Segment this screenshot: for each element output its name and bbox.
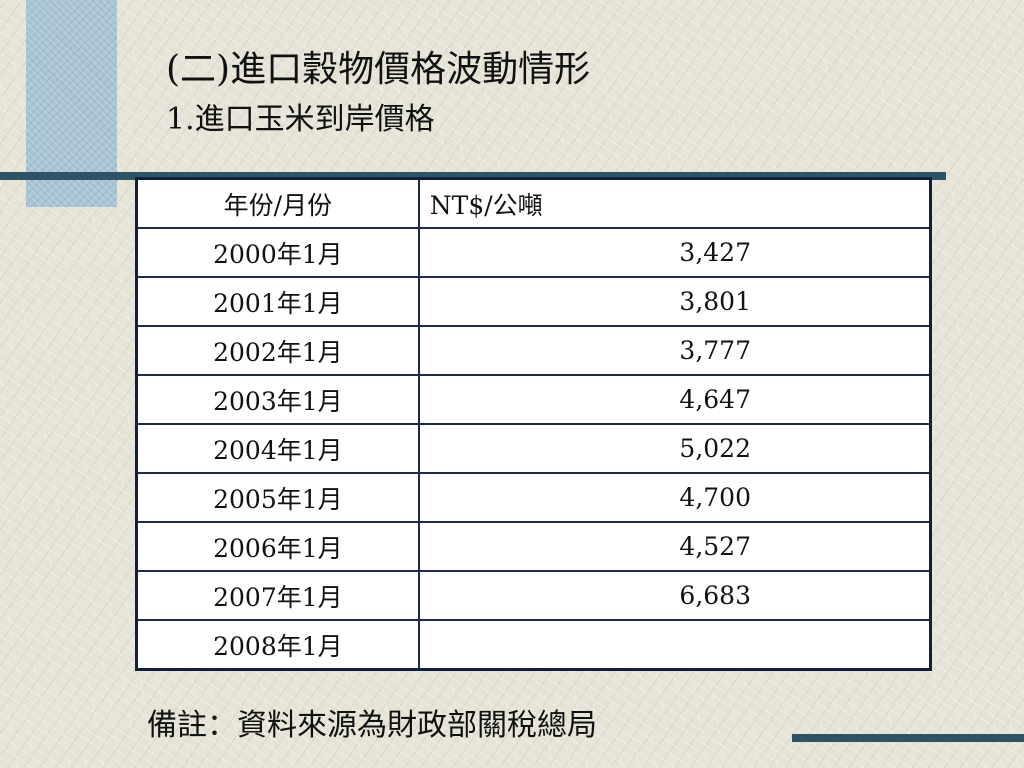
row-price: 3,427 [417, 227, 932, 278]
header-price: NT$/公噸 [417, 177, 932, 229]
row-price: 5,022 [417, 423, 932, 474]
row-price: 4,527 [417, 521, 932, 572]
row-period: 2005年1月 [135, 472, 420, 523]
row-period: 2006年1月 [135, 521, 420, 572]
source-footnote: 備註：資料來源為財政部關稅總局 [147, 708, 597, 743]
table-row: 2001年1月 3,801 [135, 276, 932, 327]
table-row: 2000年1月 3,427 [135, 227, 932, 278]
table-row: 2007年1月 6,683 [135, 570, 932, 621]
row-period: 2004年1月 [135, 423, 420, 474]
row-price: 3,777 [417, 325, 932, 376]
table-row: 2006年1月 4,527 [135, 521, 932, 572]
row-period: 2000年1月 [135, 227, 420, 278]
row-period: 2001年1月 [135, 276, 420, 327]
row-period: 2007年1月 [135, 570, 420, 621]
row-period: 2003年1月 [135, 374, 420, 425]
row-price: 3,801 [417, 276, 932, 327]
table-row: 2004年1月 5,022 [135, 423, 932, 474]
price-table: 年份/月份 NT$/公噸 2000年1月 3,427 2001年1月 3,801… [135, 177, 932, 671]
row-price: 4,700 [417, 472, 932, 523]
slide-title: (二)進口穀物價格波動情形 [166, 49, 591, 90]
table-row: 2008年1月 [135, 619, 932, 671]
table-row: 2003年1月 4,647 [135, 374, 932, 425]
decorative-line-bottom [792, 734, 1024, 742]
header-period: 年份/月份 [135, 177, 420, 229]
row-price [417, 619, 932, 671]
row-period: 2002年1月 [135, 325, 420, 376]
table-header-row: 年份/月份 NT$/公噸 [135, 177, 932, 229]
decorative-line-top [0, 172, 946, 180]
row-period: 2008年1月 [135, 619, 420, 671]
row-price: 4,647 [417, 374, 932, 425]
table-row: 2005年1月 4,700 [135, 472, 932, 523]
slide-subtitle: 1.進口玉米到岸價格 [166, 102, 435, 137]
table-row: 2002年1月 3,777 [135, 325, 932, 376]
row-price: 6,683 [417, 570, 932, 621]
